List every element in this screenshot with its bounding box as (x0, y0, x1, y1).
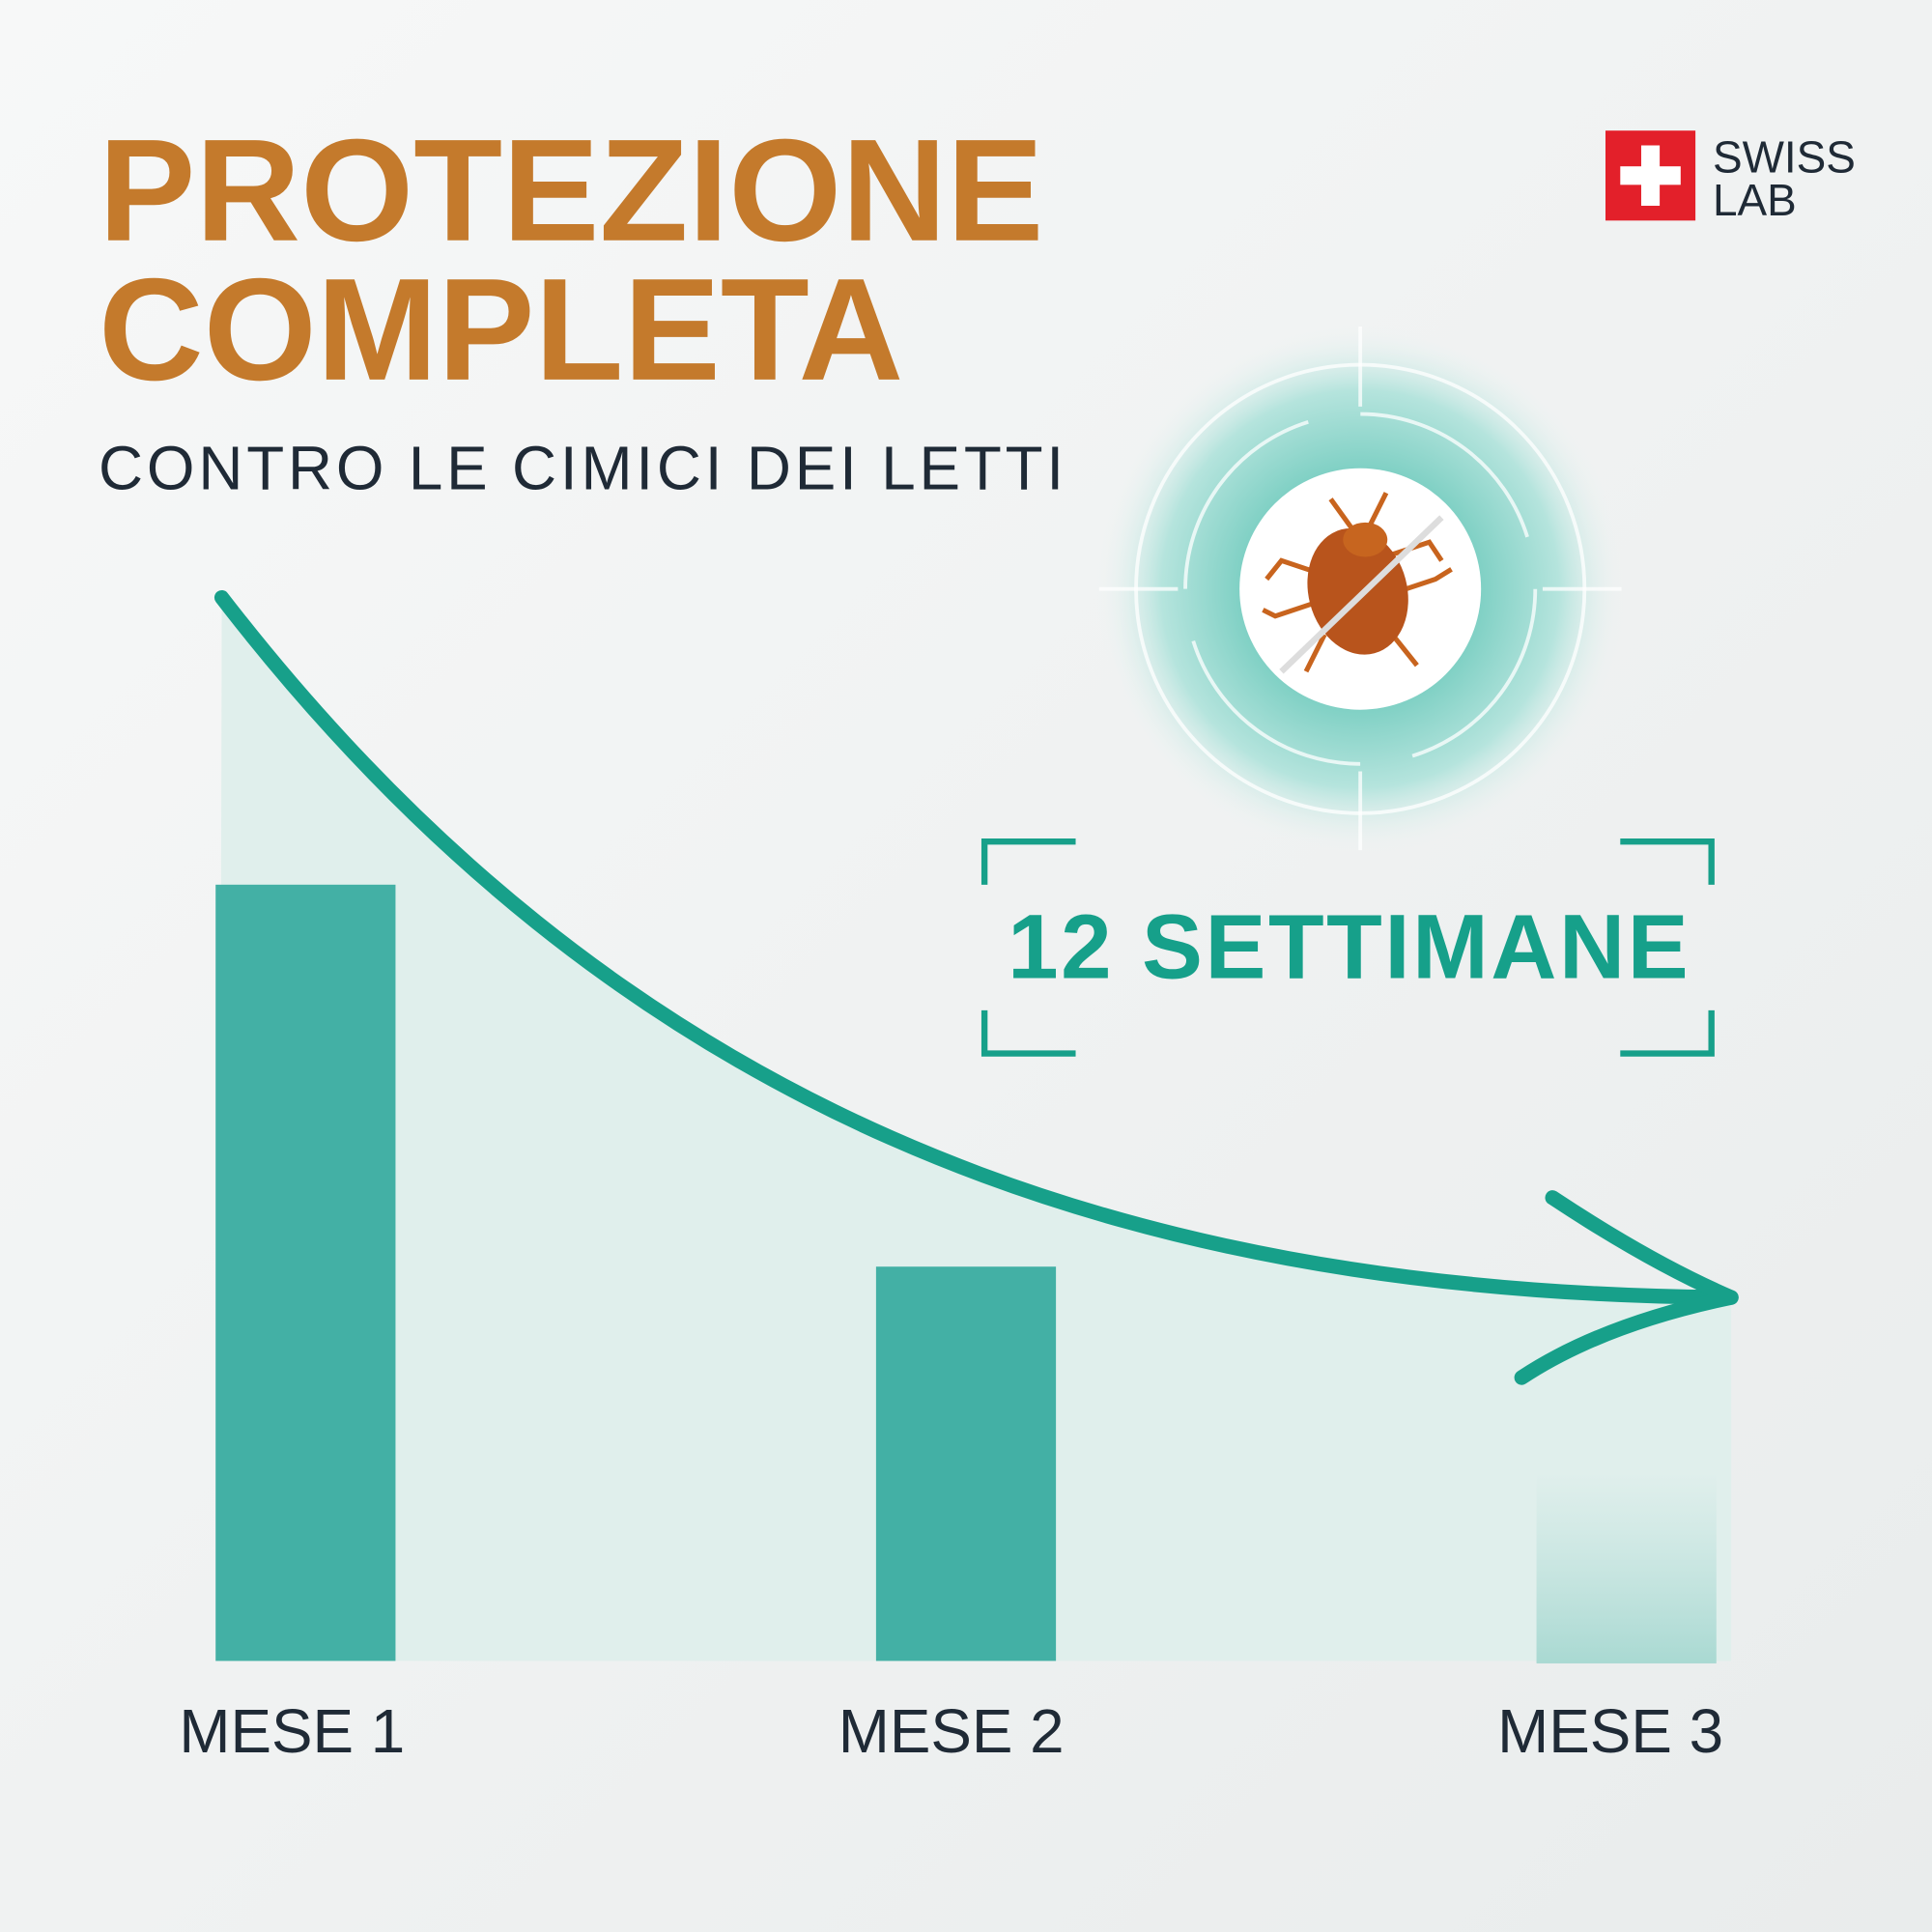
month-label: MESE 3 (1497, 1696, 1723, 1766)
swiss-badge: SWISS LAB (1605, 130, 1856, 225)
bug-legs (1262, 492, 1453, 673)
arrow-head (1514, 1190, 1739, 1385)
badge-text: SWISS (1713, 132, 1856, 183)
trend-curve (213, 589, 1739, 1305)
title-line: PROTEZIONE (99, 109, 1043, 271)
strike (1279, 515, 1444, 674)
badge-text: LAB (1713, 175, 1797, 225)
title-line: COMPLETA (99, 248, 903, 411)
bug-head (1343, 522, 1388, 557)
flag-cross (1620, 166, 1681, 185)
bar (1536, 1472, 1717, 1663)
bar (875, 1266, 1057, 1662)
month-label: MESE 1 (179, 1696, 405, 1766)
area (219, 597, 1732, 1662)
target-icon (1094, 324, 1626, 854)
subtitle: CONTRO LE CIMICI DEI LETTI (99, 433, 1067, 502)
bracket (980, 838, 1715, 1057)
month-label: MESE 2 (838, 1696, 1065, 1766)
bar (215, 884, 396, 1662)
highlight: 12 SETTIMANE (1008, 897, 1690, 999)
